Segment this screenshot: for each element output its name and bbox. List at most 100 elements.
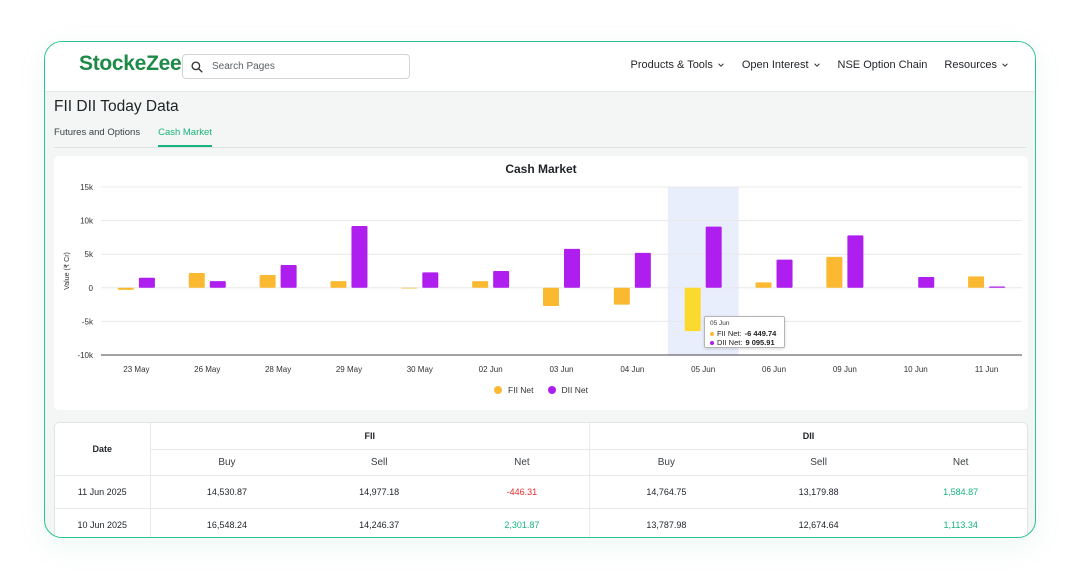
search-box[interactable]: [182, 54, 410, 79]
bar-dii-net: [918, 277, 935, 288]
cell-dii-sell: 12,674.64: [742, 508, 895, 537]
bar-fii-net: [259, 275, 276, 288]
tab-cash-market[interactable]: Cash Market: [158, 127, 212, 147]
fii-dot-icon: [710, 331, 714, 336]
legend-dot-icon: [494, 386, 503, 394]
app-window: StockeZee Products & Tools Open Interest…: [44, 41, 1036, 538]
bar-dii-net: [422, 272, 439, 288]
x-tick-label: 05 Jun: [691, 365, 715, 374]
y-axis-label: Value (₹ Cr): [63, 252, 71, 290]
bar-dii-net: [776, 259, 793, 288]
cell-date: 11 Jun 2025: [55, 475, 151, 509]
chevron-down-icon: [813, 63, 820, 67]
col-dii-buy: Buy: [589, 449, 743, 476]
bar-dii-net: [280, 264, 297, 288]
col-dii-net: Net: [894, 449, 1027, 476]
tooltip-fii-row: FII Net: -6 449.74: [710, 329, 779, 338]
cell-fii-net: -446.31: [454, 475, 590, 509]
x-tick-label: 28 May: [265, 365, 291, 374]
logo-text: StockeZee: [79, 52, 182, 75]
tooltip-dii-row: DII Net: 9 095.91: [710, 338, 779, 347]
y-tick-label: 5k: [85, 250, 94, 259]
legend-dii-net[interactable]: DII Net: [547, 385, 588, 395]
cell-fii-sell: 14,977.18: [303, 475, 455, 509]
bar-fii-net: [826, 256, 843, 288]
tab-futures-and-options[interactable]: Futures and Options: [54, 127, 141, 138]
cell-dii-net: 1,113.34: [894, 508, 1027, 537]
tooltip-fii-value: -6 449.74: [744, 329, 777, 338]
table-row: 11 Jun 2025 14,530.87 14,977.18 -446.31 …: [55, 475, 1027, 509]
legend-label: FII Net: [508, 385, 534, 395]
x-tick-label: 29 May: [336, 365, 362, 374]
nav-label: Products & Tools: [630, 59, 713, 71]
cell-dii-net: 1,584.87: [894, 475, 1027, 509]
cell-fii-buy: 16,548.24: [150, 508, 304, 537]
x-tick-label: 10 Jun: [904, 365, 928, 374]
legend-fii-net[interactable]: FII Net: [494, 385, 534, 395]
chart-tooltip: 05 Jun FII Net: -6 449.74 DII Net: 9 095…: [704, 316, 785, 348]
col-fii-net: Net: [454, 449, 590, 476]
x-tick-label: 04 Jun: [620, 365, 644, 374]
nav-label: NSE Option Chain: [837, 59, 928, 71]
y-tick-label: 0: [89, 284, 94, 293]
nav-open-interest[interactable]: Open Interest: [742, 59, 821, 71]
bar-dii-net: [705, 226, 722, 288]
group-dii: DII: [589, 423, 1027, 450]
nav-resources[interactable]: Resources: [944, 59, 1009, 71]
legend-dot-icon: [547, 386, 556, 394]
market-tabs: Futures and Options Cash Market: [54, 127, 1026, 148]
bar-fii-net: [543, 287, 559, 306]
bar-fii-net: [684, 287, 701, 332]
search-icon: [191, 60, 203, 73]
bar-fii-net: [755, 282, 772, 288]
bar-fii-net: [330, 281, 347, 288]
dii-dot-icon: [710, 340, 714, 345]
x-tick-label: 30 May: [407, 365, 433, 374]
tooltip-dii-value: 9 095.91: [745, 338, 775, 347]
cash-market-chart[interactable]: 15k 10k 5k 0 -5k -10k Value (₹ Cr) 23 May 26 May…: [54, 156, 1028, 410]
fii-dii-table: Date FII DII Buy Sell Net Buy Sell Net 1…: [55, 423, 1027, 537]
bar-dii-net: [564, 248, 580, 288]
chevron-down-icon: [1002, 63, 1008, 67]
x-tick-label: 06 Jun: [762, 365, 786, 374]
nav-label: Resources: [944, 59, 997, 71]
y-tick-label: 15k: [80, 183, 94, 192]
x-tick-label: 11 Jun: [975, 365, 998, 374]
tooltip-dii-label: DII Net:: [717, 338, 743, 347]
cell-date: 10 Jun 2025: [55, 508, 151, 537]
bar-dii-net: [138, 277, 155, 288]
x-tick-label: 26 May: [194, 365, 220, 374]
x-tick-label: 23 May: [123, 365, 149, 374]
search-input[interactable]: [212, 61, 392, 72]
chart-legend: FII Net DII Net: [54, 385, 1028, 395]
nav-products-tools[interactable]: Products & Tools: [631, 59, 725, 71]
main-nav: Products & Tools Open Interest NSE Optio…: [631, 59, 1009, 71]
bar-fii-net: [968, 276, 985, 288]
col-dii-sell: Sell: [742, 449, 895, 476]
tooltip-fii-label: FII Net:: [717, 329, 742, 338]
page-title: FII DII Today Data: [54, 98, 179, 115]
stockezee-logo[interactable]: StockeZee: [79, 52, 182, 80]
group-fii: FII: [150, 423, 590, 450]
cell-dii-sell: 13,179.88: [742, 475, 895, 509]
x-tick-label: 02 Jun: [479, 365, 503, 374]
nav-label: Open Interest: [741, 59, 809, 71]
bar-fii-net: [472, 281, 489, 288]
chart-card: 15k 10k 5k 0 -5k -10k Value (₹ Cr) 23 May 26 May…: [54, 156, 1028, 410]
cell-dii-buy: 14,764.75: [589, 475, 743, 509]
col-date: Date: [55, 423, 151, 476]
bar-fii-net: [401, 287, 418, 289]
bar-dii-net: [351, 225, 368, 288]
tooltip-date: 05 Jun: [710, 320, 730, 327]
chevron-down-icon: [718, 63, 724, 67]
nav-nse-option-chain[interactable]: NSE Option Chain: [838, 59, 928, 71]
bar-fii-net: [188, 273, 205, 288]
y-tick-label: 10k: [80, 217, 94, 226]
top-navbar: StockeZee Products & Tools Open Interest…: [45, 42, 1035, 92]
cell-dii-buy: 13,787.98: [589, 508, 743, 537]
col-fii-sell: Sell: [303, 449, 455, 476]
col-fii-buy: Buy: [150, 449, 304, 476]
fii-dii-table-card: Date FII DII Buy Sell Net Buy Sell Net 1…: [54, 422, 1028, 537]
table-row: 10 Jun 2025 16,548.24 14,246.37 2,301.87…: [55, 508, 1027, 537]
legend-label: DII Net: [561, 385, 588, 395]
